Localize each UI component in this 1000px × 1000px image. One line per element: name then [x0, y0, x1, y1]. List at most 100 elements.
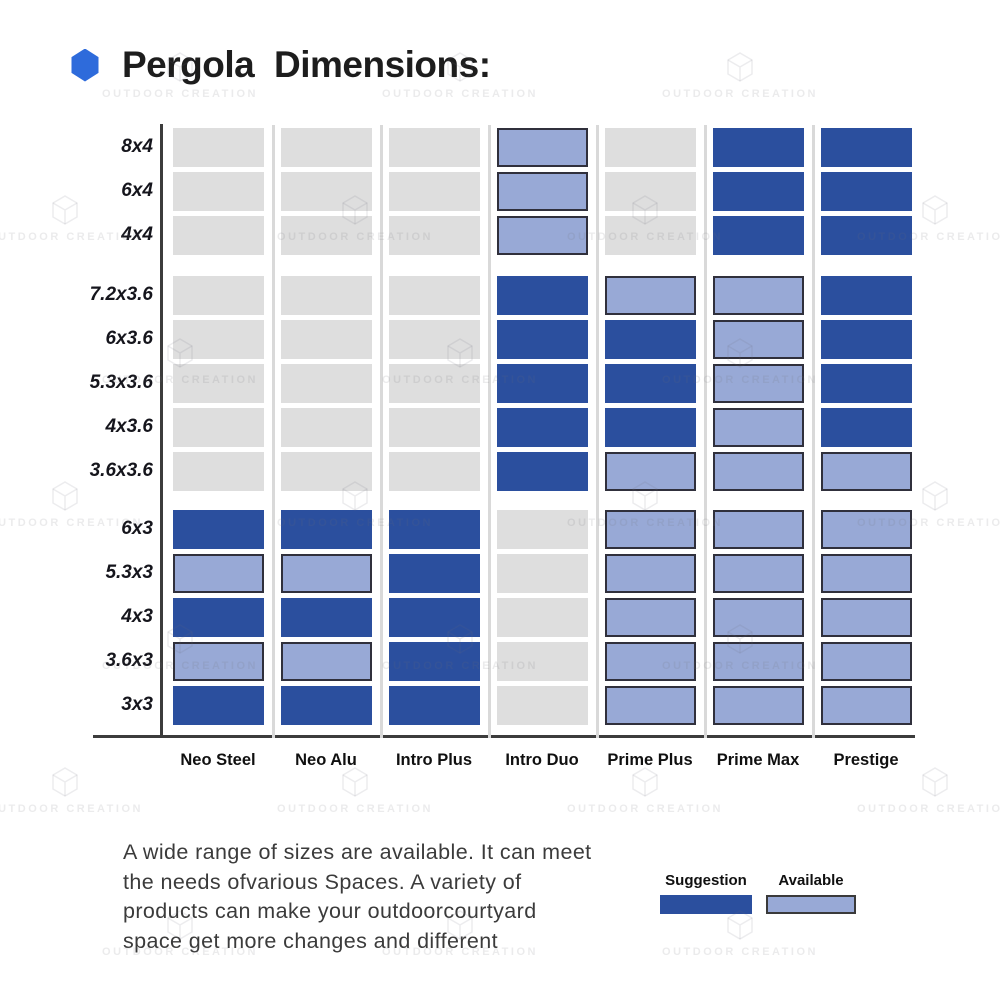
legend-label-available: Available: [778, 872, 844, 889]
matrix-cell-available: [604, 642, 696, 681]
column-separator: [380, 125, 383, 738]
matrix-cell-none: [172, 408, 264, 447]
matrix-cell-suggestion: [820, 216, 912, 255]
matrix-cell-suggestion: [280, 510, 372, 549]
matrix-cell-none: [280, 320, 372, 359]
matrix-cell-available: [712, 364, 804, 403]
matrix-cell-suggestion: [172, 686, 264, 725]
matrix-cell-suggestion: [496, 320, 588, 359]
matrix-cell-none: [280, 216, 372, 255]
matrix-cell-suggestion: [388, 642, 480, 681]
matrix-cell-suggestion: [820, 172, 912, 211]
column-header: Prestige: [833, 751, 899, 769]
matrix-cell-none: [496, 598, 588, 637]
matrix-cell-suggestion: [496, 364, 588, 403]
matrix-cell-available: [604, 452, 696, 491]
matrix-cell-available: [712, 642, 804, 681]
matrix-cell-suggestion: [388, 598, 480, 637]
row-label: 6x3.6: [105, 328, 153, 349]
matrix-cell-none: [280, 172, 372, 211]
row-label: 7.2x3.6: [89, 284, 153, 305]
row-label: 5.3x3.6: [89, 372, 153, 393]
legend-available-swatch: [766, 895, 856, 914]
page-title: Pergola Dimensions:: [122, 44, 491, 85]
row-label: 3.6x3: [105, 650, 153, 671]
matrix-cell-suggestion: [604, 408, 696, 447]
matrix-cell-none: [172, 216, 264, 255]
matrix-cell-available: [712, 276, 804, 315]
matrix-cell-available: [820, 554, 912, 593]
matrix-cell-available: [712, 452, 804, 491]
matrix-cell-suggestion: [172, 510, 264, 549]
matrix-cell-suggestion: [496, 408, 588, 447]
matrix-cell-none: [496, 686, 588, 725]
column-separator: [596, 125, 599, 738]
matrix-cell-none: [604, 172, 696, 211]
matrix-cell-none: [172, 128, 264, 167]
matrix-cell-available: [712, 320, 804, 359]
page-header: Pergola Dimensions:: [70, 44, 491, 86]
matrix-cell-available: [280, 554, 372, 593]
matrix-cell-suggestion: [712, 128, 804, 167]
matrix-cell-suggestion: [820, 364, 912, 403]
column-separator: [704, 125, 707, 738]
column-separator: [812, 125, 815, 738]
row-label: 4x3.6: [105, 416, 153, 437]
row-label: 4x3: [121, 606, 153, 627]
matrix-cell-suggestion: [712, 172, 804, 211]
matrix-cell-none: [172, 452, 264, 491]
matrix-cell-available: [496, 172, 588, 211]
matrix-cell-none: [496, 554, 588, 593]
description-line: products can make your outdoorcourtyard: [123, 899, 537, 923]
matrix-cell-suggestion: [280, 686, 372, 725]
column-header: Prime Max: [716, 751, 800, 769]
column-header: Prime Plus: [607, 751, 693, 769]
description-text: A wide range of sizes are available. It …: [123, 838, 592, 956]
matrix-cell-available: [172, 554, 264, 593]
row-label: 5.3x3: [105, 562, 153, 583]
matrix-cell-available: [820, 598, 912, 637]
row-label: 6x4: [121, 180, 153, 201]
matrix-cell-available: [712, 408, 804, 447]
matrix-cell-available: [280, 642, 372, 681]
matrix-cell-none: [172, 172, 264, 211]
matrix-cell-available: [820, 510, 912, 549]
row-label: 3.6x3.6: [89, 460, 153, 481]
matrix-cell-none: [280, 408, 372, 447]
matrix-cell-none: [496, 510, 588, 549]
legend-suggestion-swatch: [660, 895, 752, 914]
matrix-cell-suggestion: [604, 320, 696, 359]
matrix-cell-available: [712, 554, 804, 593]
matrix-cell-suggestion: [280, 598, 372, 637]
matrix-cell-available: [604, 510, 696, 549]
row-label: 4x4: [121, 224, 153, 245]
matrix-cell-available: [496, 216, 588, 255]
matrix-cell-none: [172, 364, 264, 403]
hexagon-bullet-icon: [71, 48, 99, 82]
matrix-cell-suggestion: [820, 320, 912, 359]
row-label: 6x3: [121, 518, 153, 539]
matrix-cell-available: [820, 686, 912, 725]
column-header: Intro Duo: [505, 751, 579, 769]
description-line: space get more changes and different: [123, 928, 498, 953]
matrix-cell-available: [712, 598, 804, 637]
matrix-cell-suggestion: [496, 276, 588, 315]
column-header: Neo Steel: [180, 751, 256, 769]
row-label: 3x3: [121, 694, 153, 715]
x-axis-line: [93, 735, 915, 738]
matrix-cell-none: [172, 320, 264, 359]
matrix-cell-none: [280, 452, 372, 491]
matrix-cell-suggestion: [712, 216, 804, 255]
matrix-cell-none: [388, 276, 480, 315]
matrix-cell-suggestion: [388, 554, 480, 593]
column-separator: [272, 125, 275, 738]
matrix-cell-none: [388, 364, 480, 403]
matrix-cell-available: [820, 452, 912, 491]
matrix-cell-available: [712, 686, 804, 725]
matrix-cell-none: [280, 276, 372, 315]
matrix-cell-none: [172, 276, 264, 315]
matrix-cell-none: [388, 408, 480, 447]
matrix-cell-none: [604, 216, 696, 255]
matrix-cell-none: [388, 172, 480, 211]
